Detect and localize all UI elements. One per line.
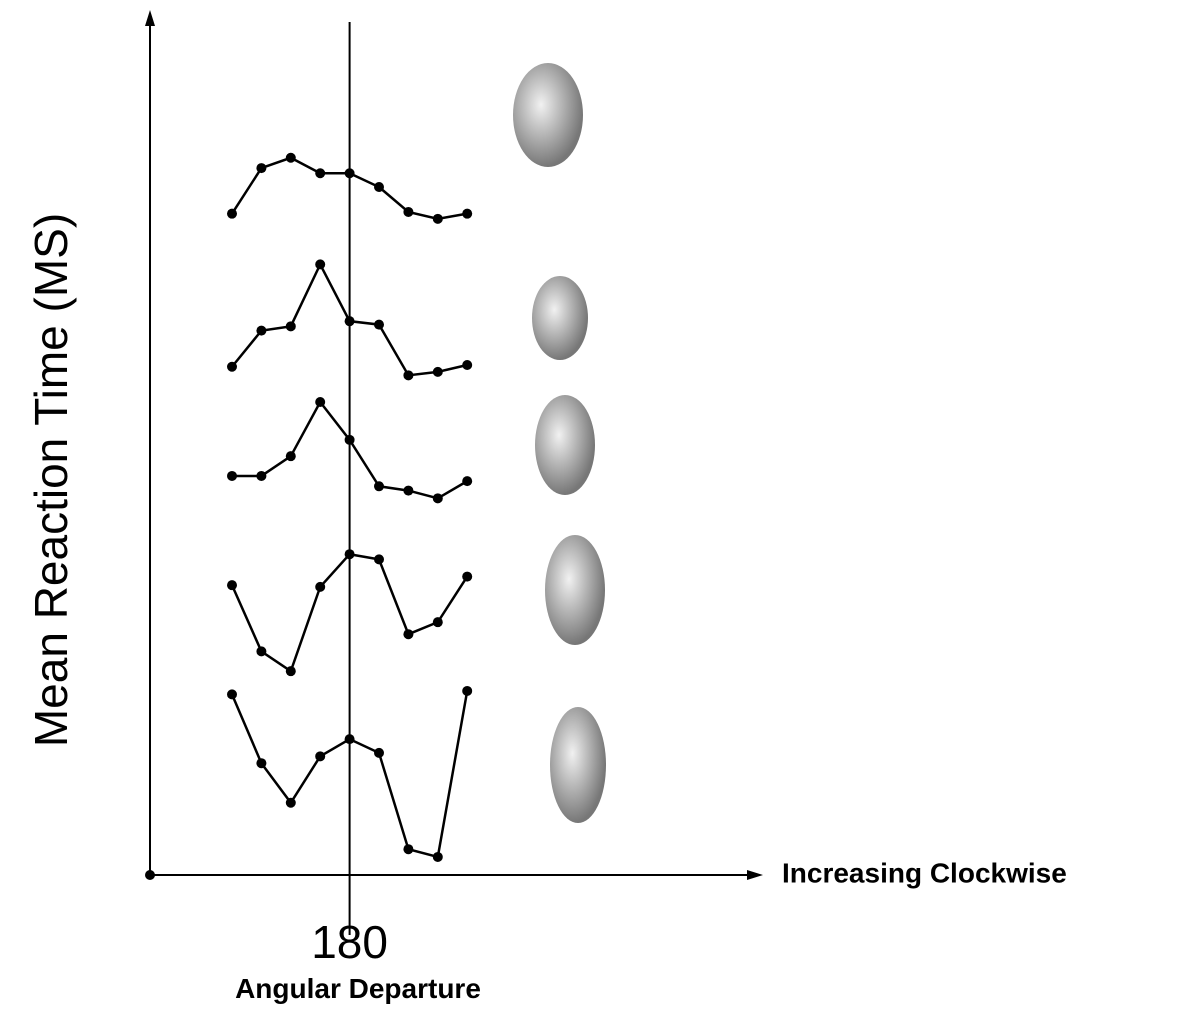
data-point <box>374 554 384 565</box>
data-point <box>227 689 237 700</box>
x-arrow-label: Increasing Clockwise <box>782 857 1067 888</box>
x-axis-arrow <box>747 870 763 880</box>
data-point <box>344 434 355 445</box>
hand-image <box>513 63 583 167</box>
data-point <box>315 751 326 762</box>
data-point <box>462 476 473 487</box>
hand-image <box>535 395 595 495</box>
data-point <box>285 152 296 163</box>
data-point <box>285 451 296 462</box>
data-point <box>462 571 473 582</box>
hand-image <box>550 707 606 823</box>
data-point <box>256 163 267 174</box>
y-axis-arrow <box>145 10 155 26</box>
data-point <box>227 361 237 372</box>
data-point <box>256 646 267 657</box>
data-point <box>403 844 414 855</box>
data-point <box>374 481 384 492</box>
data-point <box>227 580 237 591</box>
data-point <box>462 208 473 219</box>
data-point <box>256 470 267 481</box>
hand-image <box>545 535 605 645</box>
data-point <box>374 747 384 758</box>
data-point <box>374 319 384 330</box>
data-point <box>285 666 296 677</box>
data-point <box>315 397 326 407</box>
data-point <box>256 758 267 769</box>
data-point <box>432 213 443 224</box>
data-point <box>403 485 414 496</box>
data-point <box>285 321 296 332</box>
data-point <box>403 629 414 640</box>
data-point <box>403 206 414 217</box>
data-point <box>344 168 355 179</box>
data-point <box>403 370 414 381</box>
data-point <box>256 325 267 336</box>
data-point <box>432 366 443 377</box>
data-point <box>432 493 443 504</box>
data-point <box>432 851 443 862</box>
data-point <box>462 685 473 696</box>
y-axis-label: Mean Reaction Time (MS) <box>25 213 77 747</box>
data-point <box>315 259 326 270</box>
data-point <box>344 316 355 327</box>
hand-images <box>513 63 606 823</box>
data-point <box>227 470 237 481</box>
data-point <box>285 797 296 808</box>
data-point <box>462 360 473 371</box>
data-point <box>315 581 326 592</box>
hand-image <box>532 276 588 360</box>
origin-dot <box>145 870 155 880</box>
data-point <box>432 617 443 628</box>
data-point <box>315 168 326 179</box>
x-axis-label: Angular Departure <box>235 973 481 1004</box>
x-tick-label: 180 <box>311 916 388 968</box>
data-point <box>344 549 355 560</box>
data-point <box>374 182 384 192</box>
data-point <box>344 734 355 745</box>
data-point <box>227 208 237 219</box>
